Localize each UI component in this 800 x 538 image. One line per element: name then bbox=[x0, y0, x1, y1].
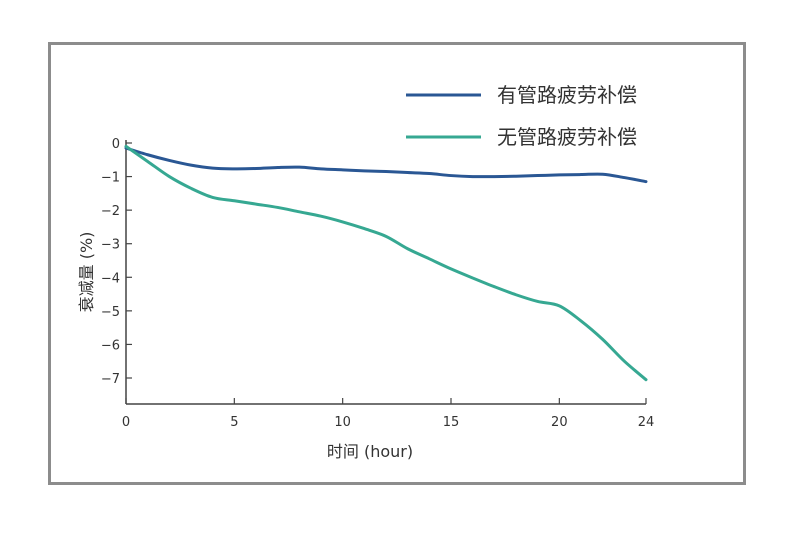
x-ticks: 0 5 10 15 20 24 bbox=[122, 398, 654, 430]
y-tick-label: 0 bbox=[112, 137, 120, 152]
axes bbox=[125, 140, 646, 405]
x-tick-label: 0 bbox=[122, 415, 130, 430]
x-axis-title: 时间 (hour) bbox=[327, 442, 413, 461]
series-layer bbox=[124, 144, 648, 382]
y-tick-label: −3 bbox=[101, 238, 120, 253]
series-line-2 bbox=[124, 144, 648, 382]
y-tick-label: −2 bbox=[101, 204, 120, 219]
legend: 有管路疲劳补偿 无管路疲劳补偿 bbox=[406, 83, 637, 149]
legend-label-2: 无管路疲劳补偿 bbox=[497, 125, 637, 149]
y-tick-label: −6 bbox=[101, 338, 120, 353]
x-tick-label: 5 bbox=[230, 415, 238, 430]
x-tick-label: 20 bbox=[551, 415, 568, 430]
legend-label-1: 有管路疲劳补偿 bbox=[497, 83, 637, 107]
x-tick-label: 15 bbox=[443, 415, 460, 430]
y-ticks: 0 −1 −2 −3 −4 −5 −6 −7 bbox=[101, 137, 132, 387]
x-tick-label: 24 bbox=[638, 415, 655, 430]
y-tick-label: −1 bbox=[101, 171, 120, 186]
series-line-1 bbox=[124, 146, 648, 184]
x-tick-label: 10 bbox=[334, 415, 351, 430]
y-axis-title: 衰减量 (%) bbox=[77, 232, 96, 313]
y-tick-label: −7 bbox=[101, 372, 120, 387]
y-tick-label: −5 bbox=[101, 305, 120, 320]
y-tick-label: −4 bbox=[101, 271, 120, 286]
chart-frame bbox=[48, 42, 746, 485]
